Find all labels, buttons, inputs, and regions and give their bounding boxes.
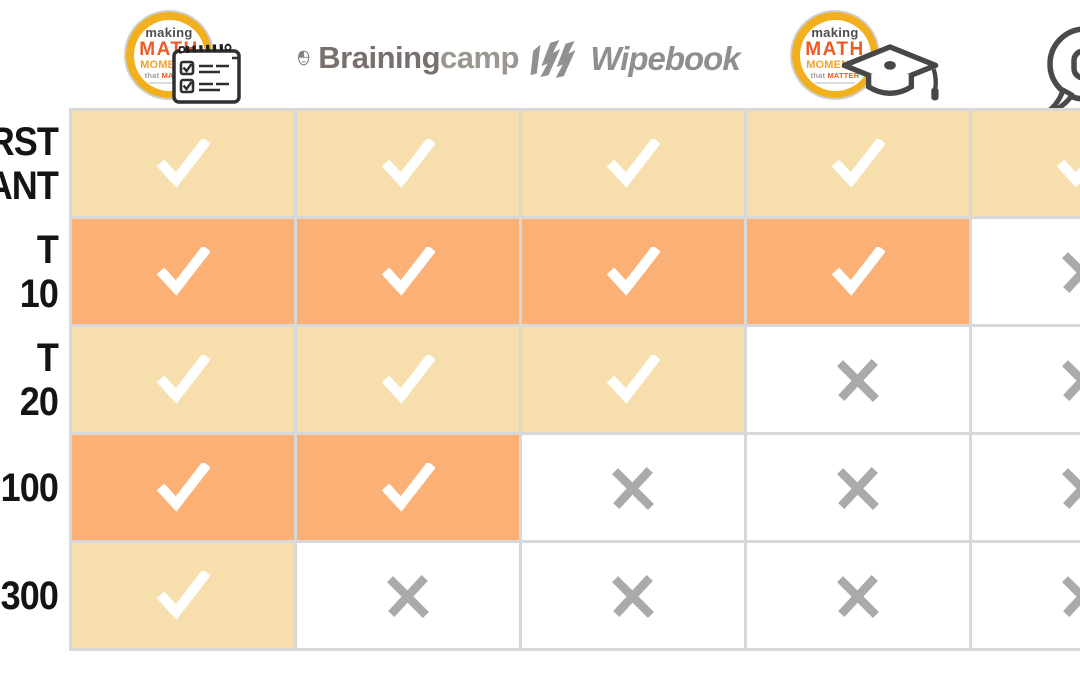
column-header-mmm-notepad: making MATH MOMENTS that MATTER [126,10,256,110]
matrix-cell [972,327,1080,432]
badge-line-making: making [145,24,193,40]
brain-head-icon [298,50,310,66]
row-label: T 20 [19,335,59,424]
column-header-wipebook: Wipebook [522,38,744,80]
check-icon [156,463,210,512]
matrix-cell [72,543,294,648]
matrix-cell [747,111,969,216]
matrix-cell [747,435,969,540]
cross-icon [1062,251,1080,293]
matrix-cell [972,219,1080,324]
matrix-cell [972,543,1080,648]
check-icon [606,355,660,404]
check-icon [831,247,885,296]
cross-icon [1062,575,1080,617]
cross-icon [1062,359,1080,401]
check-icon [1056,159,1080,188]
badge-line-math: MATH [805,38,865,60]
matrix-cell [72,219,294,324]
cross-icon [612,574,654,618]
comparison-matrix [69,108,1080,651]
mmm-badge-text: making MATH MOMENTS that MATTER [799,19,871,91]
wipebook-wordmark: Wipebook [590,40,740,77]
check-icon [606,139,660,188]
matrix-cell [747,327,969,432]
matrix-cell [297,435,519,540]
matrix-cell [297,327,519,432]
check-icon [156,247,210,296]
matrix-cell [522,111,744,216]
row-label: 100 [0,465,59,510]
cross-icon [612,466,654,510]
cross-icon [1062,467,1080,509]
check-icon [381,355,435,404]
cross-icon [837,358,879,402]
check-icon [831,139,885,188]
check-icon [156,571,210,620]
notepad-checklist-icon [172,43,241,104]
check-icon [156,139,210,188]
badge-tagline-line [815,82,855,85]
matrix-cell [522,219,744,324]
badge-tagline-line [149,82,189,85]
column-header-brainingcamp: Brainingcamp [297,40,519,76]
matrix-cell [972,435,1080,540]
matrix-cell [747,543,969,648]
check-icon [606,247,660,296]
matrix-cell [297,219,519,324]
badge-line-moments: MOMENTS [140,58,198,71]
cross-icon [837,574,879,618]
graduation-cap-icon [841,44,939,101]
speech-bubble-icon [1041,26,1080,117]
matrix-cell [72,327,294,432]
badge-line-moments: MOMENTS [806,58,864,71]
column-header-mmm-graduation: making MATH MOMENTS that MATTER [792,10,942,110]
row-label-rail: IRST ANT T 10 T 20 100 300 [0,111,59,651]
mmm-badge-logo: making MATH MOMENTS that MATTER [792,12,878,98]
matrix-cell [522,435,744,540]
badge-line-making: making [811,24,859,40]
matrix-cell [972,111,1080,216]
brainingcamp-wordmark: Brainingcamp [318,40,519,75]
cross-icon [387,574,429,618]
matrix-cell [297,543,519,648]
check-icon [381,463,435,512]
matrix-cell [72,111,294,216]
row-label: T 10 [19,227,59,316]
row-label: 300 [0,573,59,618]
row-label: IRST ANT [0,119,59,208]
matrix-cell [522,543,744,648]
wipebook-marker-icon [530,40,576,78]
cross-icon [837,466,879,510]
badge-line-that-matter: that MATTER [810,70,860,80]
check-icon [381,139,435,188]
matrix-cell [297,111,519,216]
check-icon [381,247,435,296]
matrix-cell [72,435,294,540]
matrix-cell [522,327,744,432]
check-icon [156,355,210,404]
matrix-cell [747,219,969,324]
